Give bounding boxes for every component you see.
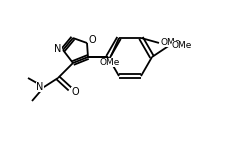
Text: OMe: OMe — [99, 59, 120, 67]
Text: OMe: OMe — [160, 38, 180, 47]
Text: OMe: OMe — [171, 41, 191, 49]
Text: O: O — [88, 35, 95, 45]
Text: N: N — [36, 82, 44, 92]
Text: N: N — [54, 44, 61, 54]
Text: O: O — [71, 87, 79, 97]
